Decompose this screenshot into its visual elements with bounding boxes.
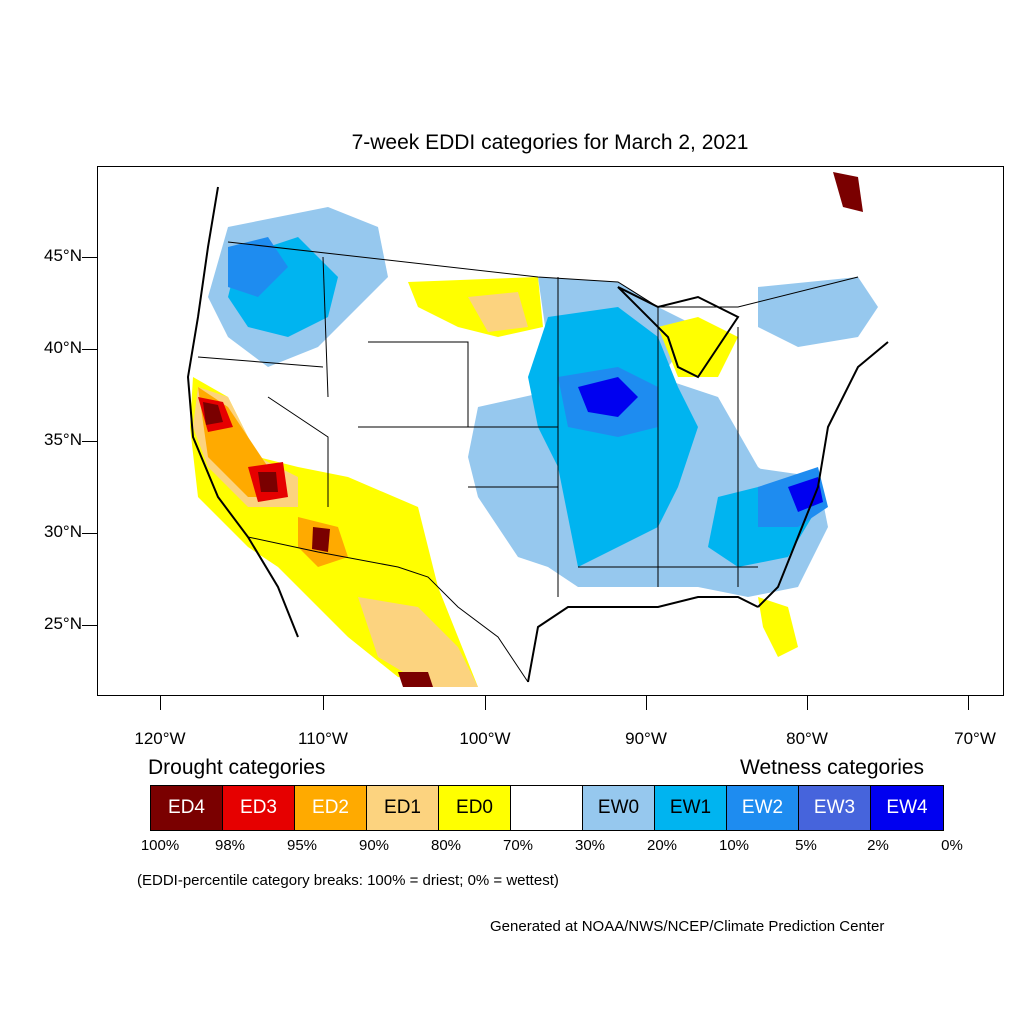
lat-label-30: 30°N xyxy=(44,522,82,541)
lat-label-35: 35°N xyxy=(44,430,82,449)
credit-line: Generated at NOAA/NWS/NCEP/Climate Predi… xyxy=(490,918,885,935)
legend-box-neutral xyxy=(511,786,583,830)
legend-box-ed4: ED4 xyxy=(151,786,223,830)
ew2-area-northwest xyxy=(228,237,288,297)
atlantic-coast xyxy=(757,341,889,608)
lon-label-90w: 90°W xyxy=(625,729,667,748)
legend-bar: ED4 ED3 ED2 ED1 ED0 EW0 EW1 EW2 EW3 EW4 xyxy=(150,785,944,831)
mexico-border xyxy=(247,536,529,683)
lat-tick xyxy=(82,441,97,442)
map-title: 7-week EDDI categories for March 2, 2021 xyxy=(351,131,749,154)
ed1-area-mexico xyxy=(358,597,478,687)
legend-box-ew1: EW1 xyxy=(655,786,727,830)
lat-tick xyxy=(82,625,97,626)
legend-label: ED2 xyxy=(312,797,349,818)
lat-label-40: 40°N xyxy=(44,338,82,357)
pct-break: 95% xyxy=(286,837,318,854)
ew4-area-iowa xyxy=(578,377,638,417)
canada-border xyxy=(227,241,859,308)
category-note: (EDDI-percentile category breaks: 100% =… xyxy=(137,872,559,889)
ed4-area-arizona xyxy=(312,527,330,552)
legend-box-ed2: ED2 xyxy=(295,786,367,830)
lon-tick xyxy=(807,696,808,710)
map-frame xyxy=(97,166,1004,696)
pct-break: 30% xyxy=(574,837,606,854)
state-line xyxy=(368,341,469,427)
lat-label-25: 25°N xyxy=(44,614,82,633)
lon-tick xyxy=(323,696,324,710)
legend-label: ED3 xyxy=(240,797,277,818)
pct-break: 5% xyxy=(795,837,817,854)
ed0-area-michigan xyxy=(658,317,738,377)
legend-box-ew2: EW2 xyxy=(727,786,799,830)
wetness-heading: Wetness categories xyxy=(740,756,925,779)
legend-label: EW3 xyxy=(813,797,856,818)
legend-label: EW4 xyxy=(886,797,928,818)
legend-label: EW1 xyxy=(669,797,712,818)
lat-tick xyxy=(82,257,97,258)
pct-break: 2% xyxy=(867,837,889,854)
pct-break: 10% xyxy=(718,837,750,854)
ed4-area-quebec xyxy=(833,172,863,212)
legend-box-ed1: ED1 xyxy=(367,786,439,830)
gulf-coast xyxy=(527,596,759,683)
state-line xyxy=(197,356,324,368)
state-line xyxy=(267,396,329,507)
pct-break: 98% xyxy=(214,837,246,854)
lat-tick xyxy=(82,349,97,350)
legend-box-ed0: ED0 xyxy=(439,786,511,830)
pct-break: 100% xyxy=(140,837,180,854)
legend-label: ED0 xyxy=(456,797,493,818)
legend-label: ED4 xyxy=(168,797,205,818)
pct-break: 80% xyxy=(430,837,462,854)
pct-break: 90% xyxy=(358,837,390,854)
ed1-area-plains xyxy=(468,292,528,332)
ed4-area-mexico xyxy=(398,672,433,687)
legend-box-ew0: EW0 xyxy=(583,786,655,830)
coastlines xyxy=(186,186,889,683)
ed0-area-florida xyxy=(758,597,798,657)
ew1-area-midwest xyxy=(528,307,698,567)
lon-tick xyxy=(646,696,647,710)
lon-label-100w: 100°W xyxy=(459,729,511,748)
lon-label-120w: 120°W xyxy=(134,729,186,748)
lon-label-70w: 70°W xyxy=(954,729,996,748)
pct-break: 0% xyxy=(941,837,963,854)
great-lakes xyxy=(617,286,740,379)
legend-box-ew3: EW3 xyxy=(799,786,871,830)
legend-label: ED1 xyxy=(384,797,421,818)
lat-label-45: 45°N xyxy=(44,246,82,265)
lon-tick xyxy=(160,696,161,710)
lon-label-110w: 110°W xyxy=(298,729,348,748)
legend-label: EW2 xyxy=(741,797,784,818)
legend-box-ew4: EW4 xyxy=(871,786,943,830)
legend-label: EW0 xyxy=(597,797,640,818)
ed4-area-california xyxy=(203,402,223,425)
lon-tick xyxy=(968,696,969,710)
pct-break: 20% xyxy=(646,837,678,854)
lat-tick xyxy=(82,533,97,534)
legend-box-ed3: ED3 xyxy=(223,786,295,830)
state-line xyxy=(322,256,329,398)
boundary-lines xyxy=(197,241,859,683)
lon-label-80w: 80°W xyxy=(786,729,828,748)
lon-tick xyxy=(485,696,486,710)
region-fills xyxy=(190,172,898,695)
pct-break: 70% xyxy=(502,837,534,854)
drought-heading: Drought categories xyxy=(148,756,326,779)
eddi-map xyxy=(186,172,898,695)
ed4-area-nevada xyxy=(258,472,278,492)
pacific-coast xyxy=(186,186,299,638)
ew4-area-nc xyxy=(788,477,823,512)
